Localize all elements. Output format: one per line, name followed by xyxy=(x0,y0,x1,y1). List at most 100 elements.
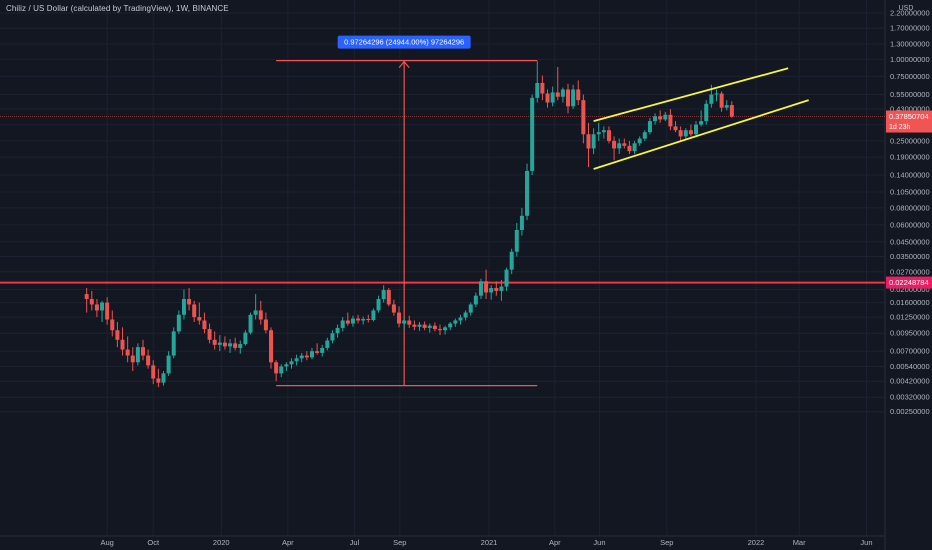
candle xyxy=(135,343,140,366)
measure-arrowhead xyxy=(398,60,410,68)
candle-body xyxy=(181,299,186,315)
candle xyxy=(545,89,550,108)
candle-body xyxy=(192,304,197,318)
candle-body xyxy=(135,347,140,363)
candle xyxy=(192,300,197,323)
candle-body xyxy=(258,310,263,320)
candle xyxy=(519,207,524,236)
candle-body xyxy=(699,121,704,125)
measure-area xyxy=(276,61,537,386)
candle-body xyxy=(647,121,652,133)
candle-body xyxy=(335,327,340,334)
time-axis-tick-label: 2021 xyxy=(481,538,498,547)
candle-body xyxy=(427,325,432,328)
candle xyxy=(504,267,509,291)
candle-body xyxy=(315,351,320,353)
channel-lower-line xyxy=(593,99,809,170)
candle xyxy=(125,336,130,363)
candle xyxy=(304,351,309,361)
candle xyxy=(391,299,396,316)
candle xyxy=(658,110,663,123)
candle-body xyxy=(535,82,540,98)
time-axis-tick-label: 2022 xyxy=(748,538,765,547)
candle xyxy=(212,331,217,350)
price-axis-tick-label: 0.55000000 xyxy=(890,90,930,99)
candle-body xyxy=(709,94,714,104)
candle xyxy=(94,299,99,318)
candle-body xyxy=(453,320,458,324)
candle-body xyxy=(612,140,617,149)
price-badges: 0.37850704 1d 23h 0.02248784 xyxy=(886,110,932,289)
candle-body xyxy=(443,327,448,331)
candle xyxy=(340,317,345,332)
price-axis-tick-label: 0.08000000 xyxy=(890,203,930,212)
candle-body xyxy=(694,124,699,135)
candle xyxy=(612,136,617,161)
candle-body xyxy=(294,358,299,362)
candle-body xyxy=(166,355,171,374)
candle xyxy=(499,279,504,301)
candle xyxy=(381,285,386,303)
candle-body xyxy=(581,100,586,135)
candle xyxy=(535,61,540,103)
candle xyxy=(335,324,340,338)
candle-body xyxy=(391,304,396,313)
candle-body xyxy=(248,314,253,333)
price-axis-tick-label: 0.01250000 xyxy=(890,313,930,322)
candle-body xyxy=(84,294,89,300)
price-axis-tick-label: 0.01600000 xyxy=(890,298,930,307)
ascending-channel xyxy=(593,67,809,170)
candle-body xyxy=(151,365,156,379)
candle-body xyxy=(540,82,545,94)
candle xyxy=(412,320,417,331)
price-axis-tick-label: 0.19000000 xyxy=(890,153,930,162)
candle xyxy=(514,222,519,257)
candle xyxy=(263,312,268,334)
candle xyxy=(366,314,371,323)
candle-body xyxy=(514,229,519,252)
candle xyxy=(509,248,514,275)
time-axis-tick-label: Sep xyxy=(393,538,406,547)
candle-body xyxy=(458,317,463,321)
current-price-label: 0.37850704 xyxy=(889,112,929,121)
time-axis: Aug Oct 2020 Apr Jul Sep 2021 Apr Jun Sep 2022 Mar J… xyxy=(100,538,872,547)
candle-body xyxy=(719,93,724,108)
candle-body xyxy=(381,290,386,300)
candle xyxy=(289,358,294,369)
candle xyxy=(320,344,325,357)
candle xyxy=(683,128,688,139)
price-axis-tick-label: 0.06000000 xyxy=(890,220,930,229)
measure-label-text: 0.97264296 (24944.00%) 97264296 xyxy=(344,38,464,47)
candle-body xyxy=(632,143,637,152)
candle xyxy=(437,324,442,336)
candle-body xyxy=(448,323,453,328)
candle xyxy=(233,337,238,351)
candle-body xyxy=(345,320,350,324)
candle xyxy=(171,327,176,359)
candle-body xyxy=(688,130,693,135)
candle-body xyxy=(89,299,94,305)
candle-body xyxy=(555,92,560,97)
candle-body xyxy=(371,310,376,320)
candle-body xyxy=(637,138,642,144)
candle-body xyxy=(566,89,571,107)
candle-body xyxy=(197,317,202,321)
candle xyxy=(248,312,253,335)
candle xyxy=(473,292,478,308)
candle-body xyxy=(161,373,166,383)
time-axis-tick-label: Apr xyxy=(549,538,561,547)
candle-body xyxy=(504,269,509,287)
candle xyxy=(448,322,453,331)
candle xyxy=(294,354,299,366)
candle-body xyxy=(499,286,504,291)
candle xyxy=(397,306,402,328)
candle xyxy=(361,316,366,325)
candle-body xyxy=(146,355,151,366)
candle-body xyxy=(325,340,330,348)
candle xyxy=(151,360,156,385)
candle xyxy=(202,312,207,334)
candle xyxy=(115,322,120,348)
candle-body xyxy=(683,130,688,137)
candle-body xyxy=(417,324,422,327)
